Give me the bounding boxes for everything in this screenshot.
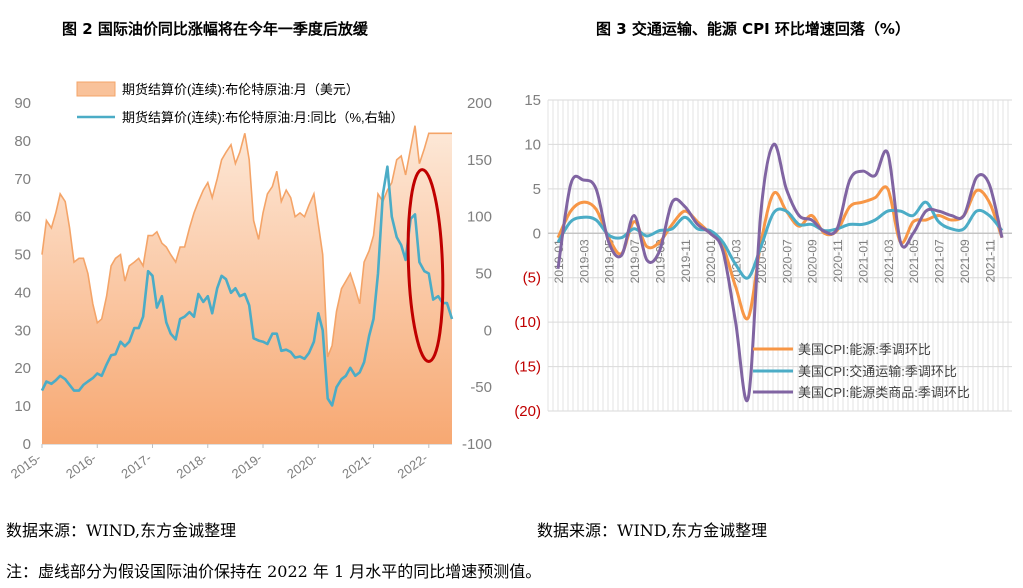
left-y-tick-label: 50 [14, 247, 31, 264]
left-y-tick-label: 40 [14, 284, 31, 301]
right-chart-title: 图 3 交通运输、能源 CPI 环比增速回落（%） [596, 20, 910, 38]
left-y-tick-label: 70 [14, 171, 31, 188]
legend-label-yoy: 期货结算价(连续):布伦特原油:月:同比（%,右轴） [122, 110, 404, 125]
left-y-tick-label: 30 [14, 322, 31, 339]
right-y-tick-label: -50 [470, 379, 492, 396]
left-x-tick-label: 2019- [229, 450, 265, 481]
area-series-fill [42, 125, 452, 444]
highlight-ellipse [406, 168, 445, 363]
left-y-tick-label: 20 [14, 360, 31, 377]
right-data-source: 数据来源：WIND,东方金诚整理 [537, 521, 768, 540]
left-y-tick-label: 10 [14, 398, 31, 415]
left-y-tick-label: 90 [14, 95, 31, 112]
left-x-tick-label: 2021- [339, 450, 375, 481]
right-y-tick-label: 100 [467, 209, 492, 226]
left-chart-title: 图 2 国际油价同比涨幅将在今年一季度后放缓 [62, 20, 368, 38]
left-x-tick-label: 2015- [8, 450, 44, 481]
right-y-tick-label: 0 [484, 322, 492, 339]
legend-swatch-price [76, 81, 116, 97]
left-x-tick-label: 2017- [118, 450, 154, 481]
left-x-tick-label: 2016- [63, 450, 99, 481]
left-y-tick-label: 60 [14, 209, 31, 226]
right-y-tick-label: 150 [467, 152, 492, 169]
right-y-tick-label: 200 [467, 95, 492, 112]
left-y-tick-label: 80 [14, 133, 31, 150]
left-x-tick-label: 2020- [284, 450, 320, 481]
left-x-tick-label: 2018- [174, 450, 210, 481]
left-y-tick-label: 0 [23, 436, 31, 453]
yoy-series-line [40, 165, 454, 407]
left-x-tick-label: 2022- [395, 450, 431, 481]
left-data-source: 数据来源：WIND,东方金诚整理 [6, 521, 237, 540]
legend-label-price: 期货结算价(连续):布伦特原油:月（美元） [122, 82, 359, 97]
footnote: 注：虚线部分为假设国际油价保持在 2022 年 1 月水平的同比增速预测值。 [6, 562, 542, 581]
right-y-tick-label: 50 [475, 266, 492, 283]
right-y-tick-label: -100 [462, 436, 492, 453]
